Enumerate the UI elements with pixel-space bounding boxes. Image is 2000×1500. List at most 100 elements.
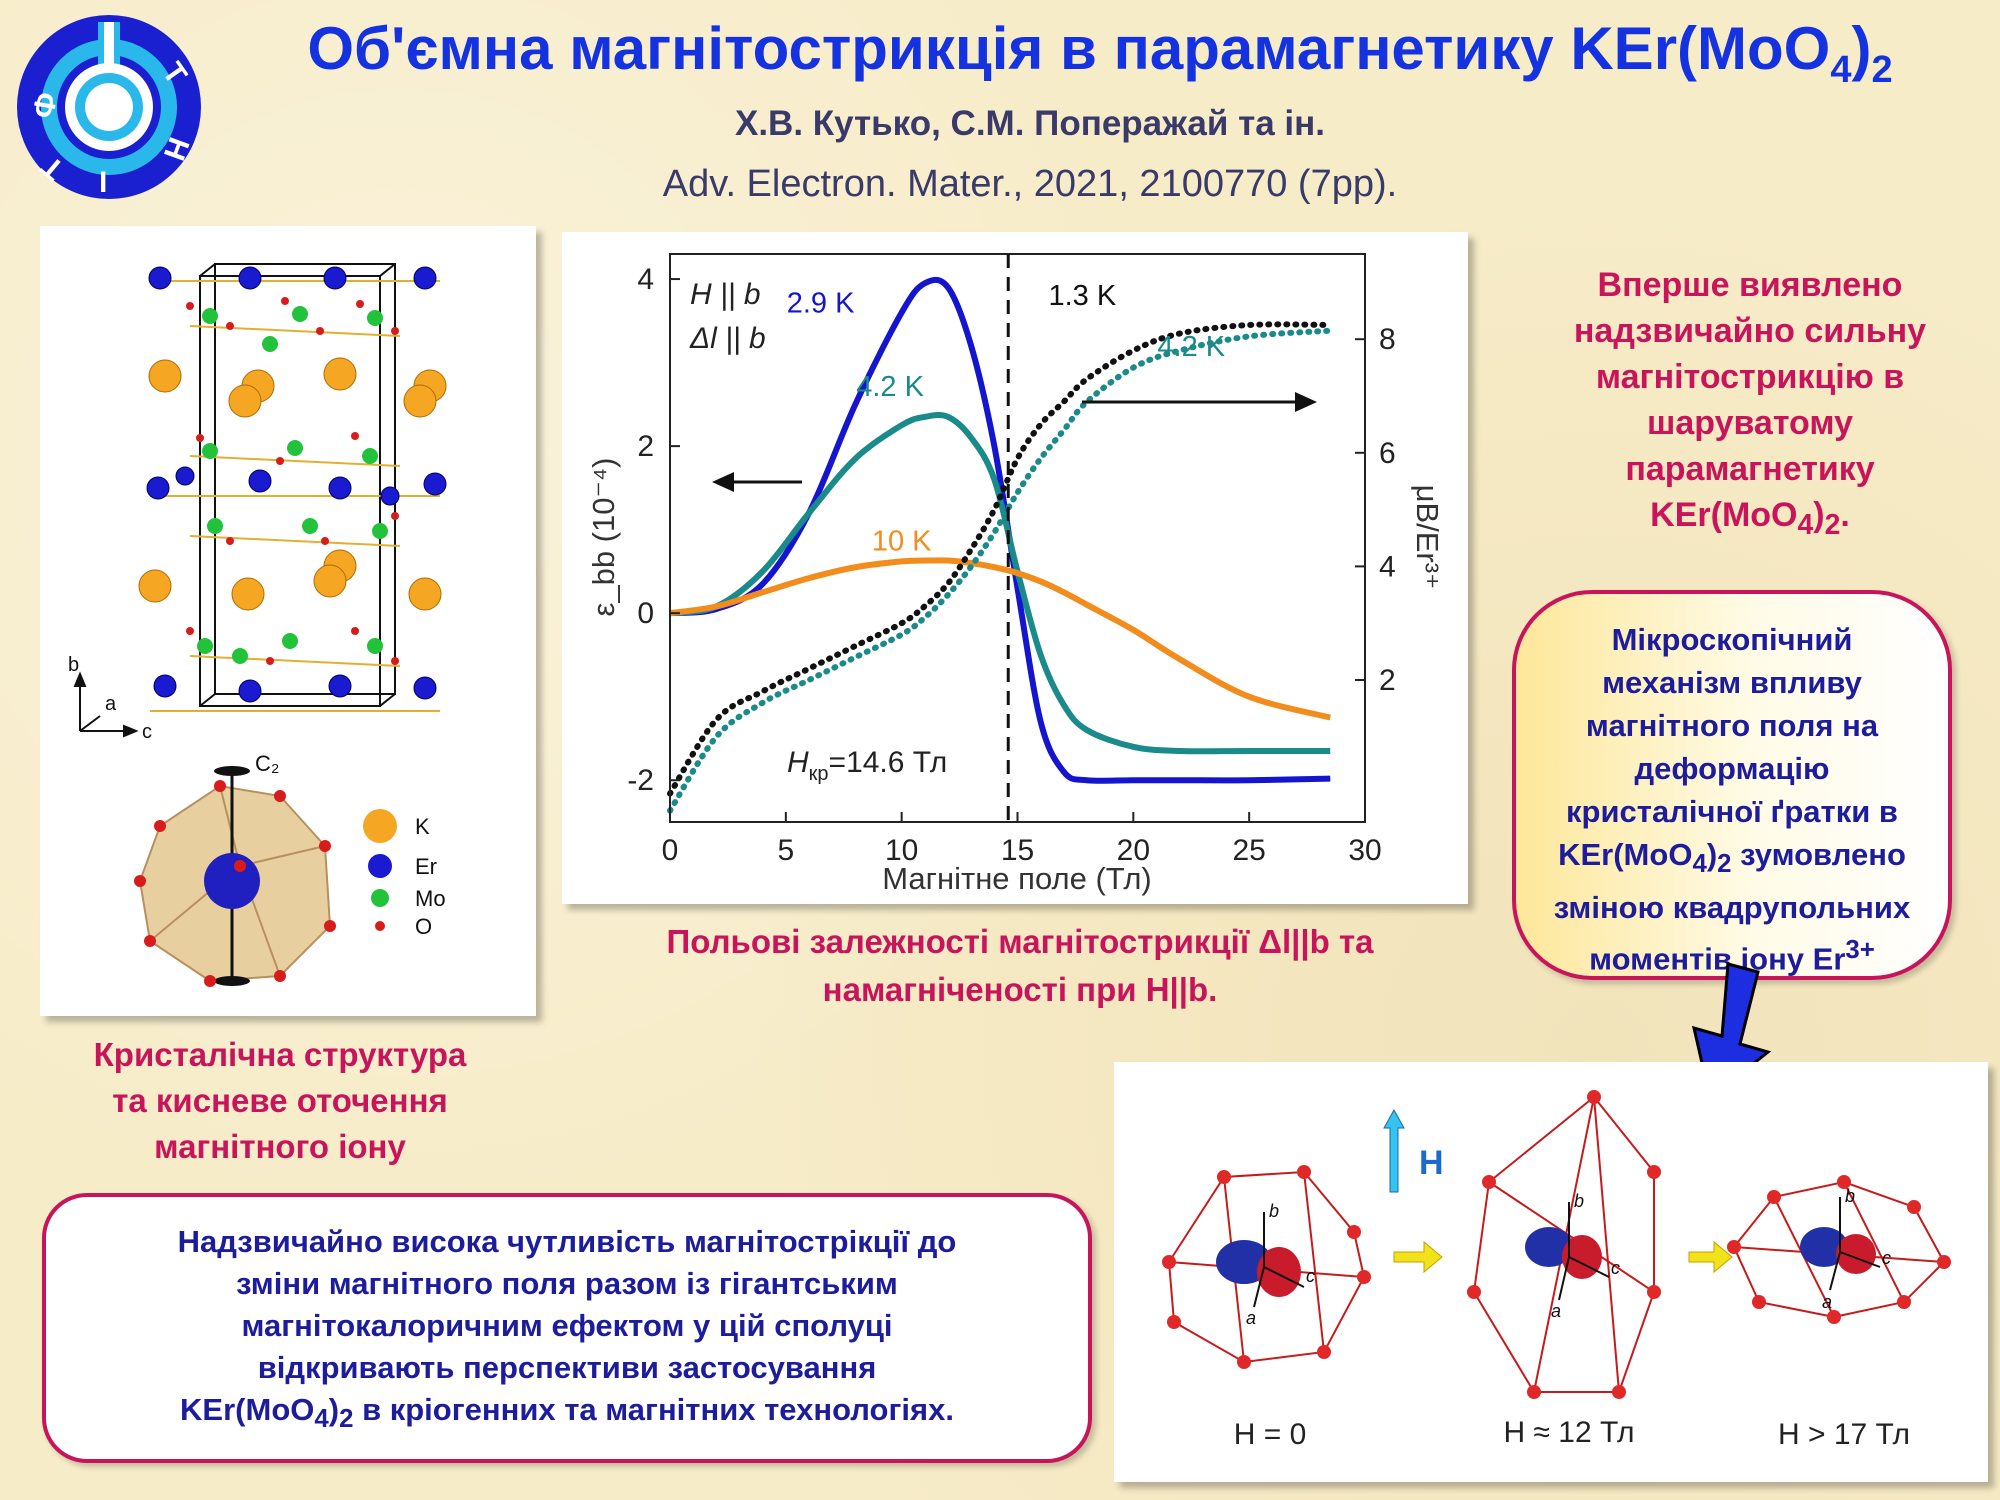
o-atoms-icon xyxy=(186,297,399,665)
orbital-axis-c: c xyxy=(1306,1266,1315,1286)
legend-mo-label: Mo xyxy=(415,886,446,911)
crystal-caption: Кристалічна структура та кисневе оточенн… xyxy=(40,1032,520,1170)
mechanism-line: KEr(MoO4)2 зумовлено xyxy=(1558,837,1906,879)
legend-k-icon xyxy=(363,809,397,843)
orbital-axis-b: b xyxy=(1845,1186,1855,1206)
field-arrow-icon xyxy=(1383,1108,1405,1193)
discovery-line: парамагнетику xyxy=(1625,450,1875,488)
y-left-tick-label: 4 xyxy=(637,263,654,296)
y-left-tick-label: 2 xyxy=(637,430,654,463)
crystal-caption-line: Кристалічна структура xyxy=(93,1036,467,1073)
axis-c-label: c xyxy=(142,721,152,743)
conclusion-line: магнітокалоричним ефектом у цій сполуці xyxy=(241,1308,893,1343)
local-axes-icon xyxy=(1253,1197,1881,1308)
discovery-line: шаруватому xyxy=(1647,404,1853,442)
series-label: 10 K xyxy=(872,526,932,558)
yellow-arrow-icon xyxy=(1393,1240,1733,1274)
discovery-text: Вперше виявлено надзвичайно сильну магні… xyxy=(1510,262,1990,548)
magnetostriction-chart: 2.9 K 4.2 K 10 K 1.3 K 4.2 K 0 5 10 15 20 25 30 -2 0… xyxy=(586,253,1445,896)
critical-field-sub: кр xyxy=(809,763,829,785)
critical-field-value: =14.6 Тл xyxy=(829,746,948,779)
orbital-panel: H xyxy=(1114,1062,1988,1482)
conclusion-line: KEr(MoO4)2 в кріогенних та магнітних тех… xyxy=(180,1392,954,1434)
crystal-caption-line: магнітного іону xyxy=(154,1128,406,1165)
chart-caption: Польові залежності магнітострикції Δl||b… xyxy=(570,918,1470,1014)
legend-o-icon xyxy=(375,921,385,931)
y-right-tick-label: 2 xyxy=(1379,664,1396,697)
authors: Х.В. Кутько, С.М. Поперажай та ін. xyxy=(734,104,1326,143)
state-label-h0: H = 0 xyxy=(1234,1418,1307,1451)
x-tick-label: 10 xyxy=(885,834,918,867)
legend-o-label: O xyxy=(415,914,432,939)
y-right-tick-label: 4 xyxy=(1379,550,1396,583)
legend-mo-icon xyxy=(371,889,389,907)
critical-field-h: H xyxy=(787,746,809,779)
x-axis-title: Магнітне поле (Тл) xyxy=(882,861,1151,896)
discovery-line: магнітострикцію в xyxy=(1595,358,1905,396)
mechanism-line: деформацію xyxy=(1634,751,1830,786)
state-label-h17: H > 17 Тл xyxy=(1778,1418,1910,1451)
left-arrow-icon xyxy=(712,472,802,492)
mechanism-line: кристалічної ґратки в xyxy=(1566,794,1898,829)
mechanism-line: магнітного поля на xyxy=(1585,708,1879,743)
y-axis-right-title: μB/Er³⁺ xyxy=(1410,485,1445,590)
x-tick-label: 5 xyxy=(777,834,794,867)
orbital-axis-b: b xyxy=(1269,1201,1279,1221)
conclusion-line: відкривають перспективи застосування xyxy=(257,1350,877,1385)
mechanism-box: Мікроскопічний механізм впливу магнітног… xyxy=(1512,590,1952,980)
axis-b-label: b xyxy=(68,654,79,676)
title-subscript: 4 xyxy=(1830,49,1852,91)
mechanism-line: моментів іону Er3+ xyxy=(1589,936,1875,977)
series-label: 4.2 K xyxy=(1157,331,1225,363)
axis-a-label: a xyxy=(105,693,117,715)
axes-icon xyxy=(73,671,139,738)
oxygen-polyhedron-icon xyxy=(134,766,336,987)
x-tick-label: 20 xyxy=(1117,834,1150,867)
vertex-atoms-icon xyxy=(1162,1090,1951,1399)
series-line-10-K-left xyxy=(669,557,1331,721)
orbital-axis-a: a xyxy=(1246,1308,1256,1328)
atom-legend: K Er Mo O xyxy=(363,809,446,939)
orbital-axis-c: c xyxy=(1611,1258,1620,1278)
title-subscript-2: 2 xyxy=(1871,49,1893,91)
page-title: Об'ємна магнітострикція в парамагнетику … xyxy=(210,14,1990,92)
unit-cell-icon xyxy=(199,263,396,707)
x-tick-label: 15 xyxy=(1001,834,1034,867)
y-left-tick-label: -2 xyxy=(627,764,654,797)
institute-logo: Ф Т Н І Т xyxy=(17,15,201,199)
series-line-4-2-K-right xyxy=(667,327,1334,814)
crystal-structure-figure: b a c C₂ K Er Mo O xyxy=(68,263,447,987)
conclusion-line: зміни магнітного поля разом із гігантськ… xyxy=(236,1266,898,1301)
legend-k-label: K xyxy=(415,814,430,839)
discovery-line: Вперше виявлено xyxy=(1597,266,1903,304)
discovery-line: надзвичайно сильну xyxy=(1573,312,1927,350)
critical-field-label: Hкр=14.6 Тл xyxy=(787,746,947,785)
legend-er-icon xyxy=(368,854,392,878)
series-label: 1.3 K xyxy=(1049,280,1117,312)
legend-line-1: H || b xyxy=(690,278,761,311)
orbital-axis-b: b xyxy=(1574,1191,1584,1211)
mo-atoms-icon xyxy=(197,306,388,664)
orbital-axis-a: a xyxy=(1551,1301,1561,1321)
orbital-axis-a: a xyxy=(1822,1292,1832,1312)
x-tick-label: 0 xyxy=(662,834,679,867)
journal-reference: Adv. Electron. Mater., 2021, 2100770 (7p… xyxy=(662,163,1398,205)
title-main: Об'ємна магнітострикція в парамагнетику … xyxy=(307,15,1831,82)
orbital-lobe-h12-icon xyxy=(1525,1227,1573,1267)
plot-frame xyxy=(669,253,1366,823)
y-axis-left-title: ε_bb (10⁻⁴) xyxy=(586,458,621,617)
logo-letter: Ф xyxy=(27,90,64,121)
series-line-4-2-K-left xyxy=(669,411,1331,755)
logo-letter: І xyxy=(99,166,107,199)
mechanism-line: механізм впливу xyxy=(1602,665,1862,700)
y-left-tick-label: 0 xyxy=(637,597,654,630)
orbital-lobe-h17-icon xyxy=(1800,1227,1848,1267)
x-tick-label: 30 xyxy=(1348,834,1381,867)
series-line-2-9-K-left xyxy=(669,276,1331,784)
mechanism-line: Мікроскопічний xyxy=(1611,622,1853,657)
crystal-structure-panel: b a c C₂ K Er Mo O xyxy=(40,226,536,1016)
conclusion-line: Надзвичайно висока чутливість магнітостр… xyxy=(177,1224,957,1259)
field-label: H xyxy=(1419,1144,1444,1182)
series-label: 2.9 K xyxy=(787,287,855,319)
discovery-formula: KEr(MoO4)2. xyxy=(1650,496,1850,541)
